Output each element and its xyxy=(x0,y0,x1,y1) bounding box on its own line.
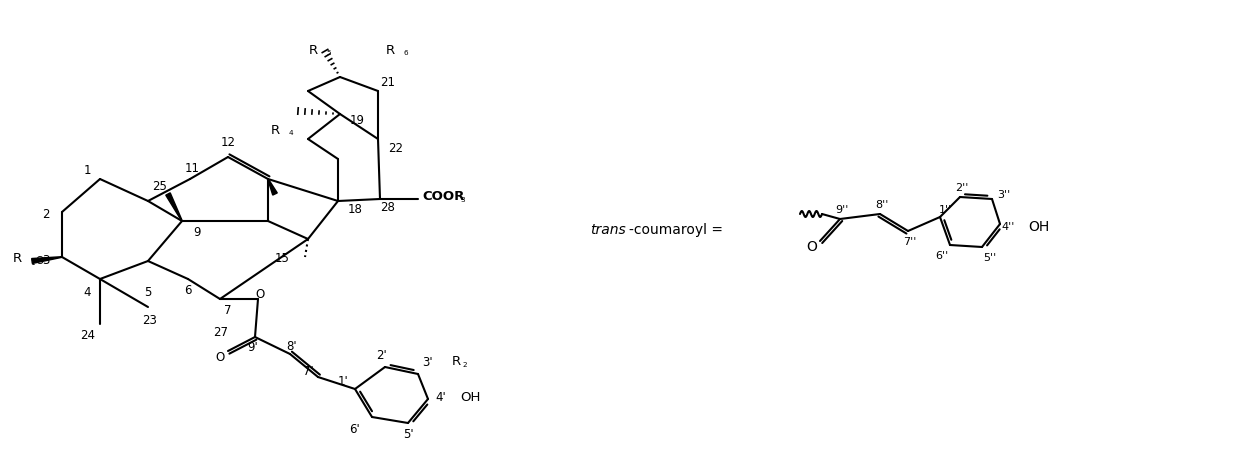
Text: R: R xyxy=(453,355,461,368)
Text: 4: 4 xyxy=(83,285,91,298)
Text: COOR: COOR xyxy=(422,189,464,202)
Text: 18: 18 xyxy=(348,203,363,216)
Text: 7'': 7'' xyxy=(903,237,916,246)
Text: 25: 25 xyxy=(153,179,167,192)
Text: 12: 12 xyxy=(221,135,236,148)
Text: 24: 24 xyxy=(81,329,95,342)
Text: $_3$: $_3$ xyxy=(460,194,466,205)
Text: $_1$O: $_1$O xyxy=(30,254,45,267)
Text: R: R xyxy=(386,44,396,56)
Text: 1': 1' xyxy=(337,375,348,388)
Text: trans: trans xyxy=(590,223,626,237)
Polygon shape xyxy=(32,257,62,264)
Text: 2': 2' xyxy=(376,349,387,362)
Text: 4': 4' xyxy=(435,391,445,404)
Text: 2'': 2'' xyxy=(955,182,968,193)
Text: $_5$: $_5$ xyxy=(326,48,332,58)
Text: $_2$: $_2$ xyxy=(463,359,467,369)
Text: 3: 3 xyxy=(42,253,50,266)
Text: 9'': 9'' xyxy=(836,205,848,214)
Text: 7': 7' xyxy=(303,365,314,378)
Text: 5'': 5'' xyxy=(983,252,997,263)
Text: 28: 28 xyxy=(381,201,396,214)
Text: 3': 3' xyxy=(422,356,433,369)
Text: 7: 7 xyxy=(224,303,232,316)
Text: 19: 19 xyxy=(350,113,365,126)
Text: 21: 21 xyxy=(381,75,396,88)
Text: O: O xyxy=(255,288,264,301)
Text: R: R xyxy=(12,251,22,264)
Text: 6'': 6'' xyxy=(935,250,949,260)
Text: 5': 5' xyxy=(403,427,413,441)
Text: O: O xyxy=(806,239,817,253)
Text: $_6$: $_6$ xyxy=(403,48,409,58)
Text: $_4$: $_4$ xyxy=(288,128,294,138)
Text: 11: 11 xyxy=(185,161,200,174)
Text: 22: 22 xyxy=(388,141,403,154)
Text: OH: OH xyxy=(1028,219,1049,233)
Text: 8': 8' xyxy=(286,340,298,353)
Text: R: R xyxy=(309,44,317,56)
Text: 6': 6' xyxy=(350,423,360,436)
Text: 15: 15 xyxy=(275,251,290,264)
Text: R: R xyxy=(270,123,280,136)
Polygon shape xyxy=(166,194,182,222)
Text: 1: 1 xyxy=(83,163,91,176)
Text: 8'': 8'' xyxy=(875,200,889,210)
Text: 9': 9' xyxy=(248,341,258,354)
Text: -coumaroyl =: -coumaroyl = xyxy=(629,223,723,237)
Text: 5: 5 xyxy=(144,286,151,299)
Text: 27: 27 xyxy=(213,325,228,338)
Text: 6: 6 xyxy=(185,283,192,296)
Text: 9: 9 xyxy=(193,226,201,239)
Polygon shape xyxy=(268,180,278,196)
Text: 1'': 1'' xyxy=(939,205,951,214)
Text: 4'': 4'' xyxy=(1002,221,1014,232)
Text: O: O xyxy=(216,351,224,364)
Text: 23: 23 xyxy=(143,313,157,326)
Text: OH: OH xyxy=(460,391,480,404)
Text: 2: 2 xyxy=(42,208,50,221)
Text: 3'': 3'' xyxy=(997,189,1011,200)
